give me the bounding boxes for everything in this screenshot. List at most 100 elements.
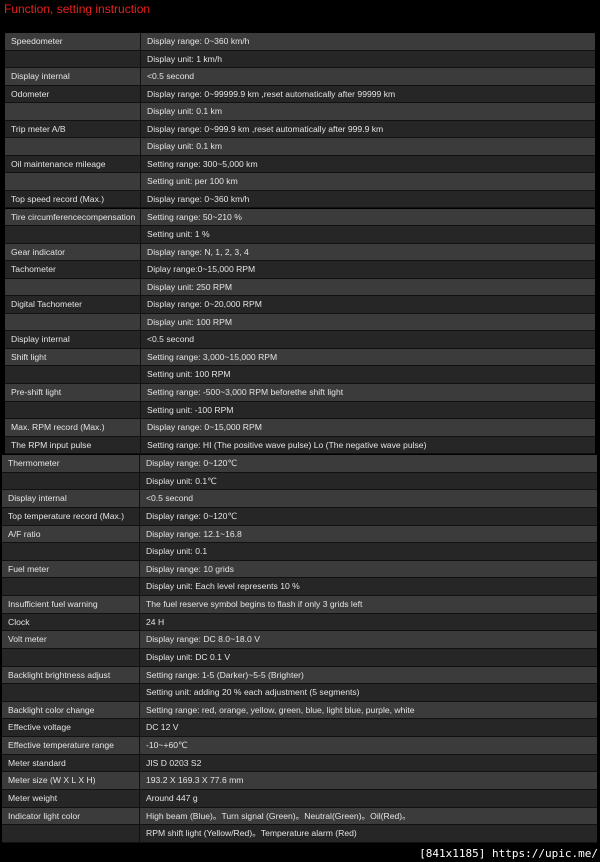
- value-cell: Display unit: 0.1 km: [141, 103, 595, 120]
- item-cell: Tire circumferencecompensation: [5, 208, 141, 226]
- value-cell: Display range: 0~999.9 km ,reset automat…: [141, 120, 595, 138]
- value-cell: Setting range: 50~210 %: [141, 208, 595, 226]
- table-row: Meter weight Around 447 g: [2, 789, 597, 808]
- value-cell: Display range: DC 8.0~18.0 V: [140, 631, 597, 648]
- item-cell: [5, 138, 141, 155]
- value-cell: Setting range: -500~3,000 RPM beforethe …: [141, 384, 595, 401]
- item-cell: Gear indicator: [5, 243, 141, 261]
- item-cell: [2, 825, 140, 842]
- value-cell: Setting unit: per 100 km: [141, 173, 595, 190]
- value-cell: High beam (Blue)。Turn signal (Green)。Neu…: [140, 807, 597, 825]
- item-cell: [5, 278, 141, 296]
- table-row: Tachometer Diplay range:0~15,000 RPM: [5, 261, 595, 279]
- item-cell: Insufficient fuel warning: [2, 596, 140, 613]
- table-row: RPM shift light (Yellow/Red)。Temperature…: [2, 825, 597, 843]
- item-cell: [2, 472, 140, 490]
- value-cell: 24 H: [140, 613, 597, 631]
- value-cell: Setting unit: adding 20 % each adjustmen…: [140, 684, 597, 701]
- table-row: Display internal <0.5 second: [2, 490, 597, 508]
- value-cell: Display unit: 0.1 km: [141, 138, 595, 155]
- value-cell: Display range: 10 grids: [140, 560, 597, 578]
- value-cell: Display unit: 0.1℃: [140, 472, 597, 490]
- value-cell: -10~+60℃: [140, 737, 597, 754]
- item-cell: [5, 226, 141, 243]
- watermark: [841x1185] https://upic.me/: [419, 847, 598, 860]
- item-cell: Volt meter: [2, 631, 140, 648]
- item-cell: [5, 103, 141, 120]
- item-cell: Pre-shift light: [5, 384, 141, 401]
- table-row: Display unit: 0.1 km: [5, 103, 595, 121]
- value-cell: Display unit: 250 RPM: [141, 278, 595, 296]
- item-cell: Effective voltage: [2, 719, 140, 737]
- item-cell: [2, 648, 140, 666]
- item-cell: [2, 684, 140, 701]
- value-cell: The fuel reserve symbol begins to flash …: [140, 596, 597, 613]
- value-cell: Display unit: 100 RPM: [141, 313, 595, 331]
- item-cell: Meter standard: [2, 754, 140, 772]
- table-row: Shift light Setting range: 3,000~15,000 R…: [5, 348, 595, 367]
- table-row: Meter size (W X L X H) 193.2 X 169.3 X 77…: [2, 772, 597, 790]
- table-row: Display unit: 0.1℃: [2, 472, 597, 491]
- value-cell: Display range: 0~20,000 RPM: [141, 296, 595, 313]
- value-cell: Display unit: DC 0.1 V: [140, 648, 597, 666]
- item-cell: Oil maintenance mileage: [5, 155, 141, 173]
- item-cell: Effective temperature range: [2, 737, 140, 754]
- item-cell: Fuel meter: [2, 560, 140, 578]
- item-cell: Backlight brightness adjust: [2, 666, 140, 684]
- value-cell: Display range: N, 1, 2, 3, 4: [141, 243, 595, 261]
- title: Function, setting instruction: [4, 2, 151, 16]
- table-row: Oil maintenance mileage Setting range: 30…: [5, 155, 595, 174]
- item-cell: [2, 578, 140, 596]
- value-cell: Display range: 0~120℃: [140, 455, 597, 472]
- value-cell: Setting range: HI (The positive wave pul…: [141, 436, 595, 454]
- table-row: Backlight color change Setting range: red…: [2, 701, 597, 720]
- value-cell: Display unit: 0.1: [140, 543, 597, 560]
- table-row: Display unit: Each level represents 10 %: [2, 578, 597, 597]
- table-row: Display unit: 0.1: [2, 543, 597, 561]
- value-cell: Display unit: Each level represents 10 %: [140, 578, 597, 596]
- table-row: Tire circumferencecompensation Setting ra…: [5, 208, 595, 227]
- value-cell: Display range: 0~360 km/h: [141, 190, 595, 208]
- value-cell: Diplay range:0~15,000 RPM: [141, 261, 595, 278]
- table-row: Top speed record (Max.) Display range: 0~…: [5, 190, 595, 209]
- table-row: Trip meter A/B Display range: 0~999.9 km …: [5, 120, 595, 139]
- table-row: Display internal <0.5 second: [5, 331, 595, 349]
- table-row: Backlight brightness adjust Setting range…: [2, 666, 597, 685]
- value-cell: Display range: 12.1~16.8: [140, 525, 597, 543]
- table-row: Gear indicator Display range: N, 1, 2, 3,…: [5, 243, 595, 262]
- value-cell: Setting unit: 100 RPM: [141, 366, 595, 383]
- item-cell: Top speed record (Max.): [5, 190, 141, 208]
- value-cell: Setting range: 3,000~15,000 RPM: [141, 348, 595, 366]
- table-row: A/F ratio Display range: 12.1~16.8: [2, 525, 597, 544]
- item-cell: Clock: [2, 613, 140, 631]
- table-row: Display unit: 100 RPM: [5, 313, 595, 332]
- item-cell: [5, 173, 141, 190]
- item-cell: Tachometer: [5, 261, 141, 278]
- table-row: Display unit: DC 0.1 V: [2, 648, 597, 667]
- table-row: Digital Tachometer Display range: 0~20,00…: [5, 296, 595, 314]
- value-cell: DC 12 V: [140, 719, 597, 737]
- table-row: Volt meter Display range: DC 8.0~18.0 V: [2, 631, 597, 649]
- item-cell: Speedometer: [5, 33, 141, 50]
- table-row: Display unit: 0.1 km: [5, 138, 595, 156]
- item-cell: [2, 543, 140, 560]
- table-row: Setting unit: per 100 km: [5, 173, 595, 191]
- value-cell: <0.5 second: [141, 68, 595, 85]
- table-row: Meter standard JIS D 0203 S2: [2, 754, 597, 773]
- value-cell: Display range: 0~120℃: [140, 507, 597, 525]
- item-cell: A/F ratio: [2, 525, 140, 543]
- item-cell: [5, 313, 141, 331]
- value-cell: <0.5 second: [141, 331, 595, 348]
- item-cell: Meter weight: [2, 789, 140, 807]
- item-cell: Top temperature record (Max.): [2, 507, 140, 525]
- table-row: Display unit: 1 km/h: [5, 50, 595, 69]
- item-cell: The RPM input pulse: [5, 436, 141, 454]
- item-cell: Thermometer: [2, 455, 140, 472]
- value-cell: Setting range: 1-5 (Darker)~5-5 (Brighte…: [140, 666, 597, 684]
- spec-table: Speedometer Display range: 0~360 km/h Disp…: [5, 33, 595, 455]
- value-cell: Setting unit: 1 %: [141, 226, 595, 243]
- table-row: Top temperature record (Max.) Display ran…: [2, 507, 597, 526]
- table-row: Effective voltage DC 12 V: [2, 719, 597, 738]
- table-row: The RPM input pulse Setting range: HI (Th…: [5, 436, 595, 455]
